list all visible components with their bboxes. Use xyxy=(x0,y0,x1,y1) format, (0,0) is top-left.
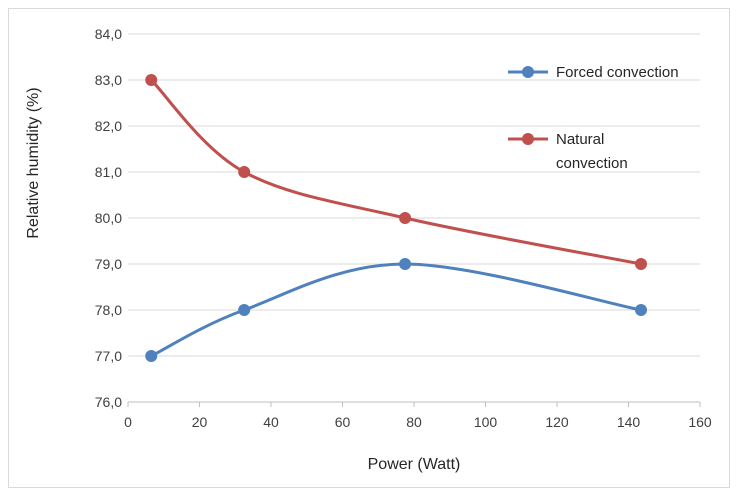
y-tick-label: 80,0 xyxy=(95,210,122,226)
y-tick-label: 84,0 xyxy=(95,26,122,42)
y-axis-ticks: 76,0 77,0 78,0 79,0 80,0 81,0 82,0 83,0 84,0 xyxy=(95,26,122,410)
y-tick-label: 77,0 xyxy=(95,348,122,364)
legend: Forced convection Natural convection xyxy=(508,64,679,172)
y-axis-label: Relative humidity (%) xyxy=(25,87,42,238)
chart-frame xyxy=(8,8,730,488)
legend-marker xyxy=(522,66,534,78)
x-tick-label: 120 xyxy=(545,414,569,430)
series-group xyxy=(145,74,648,362)
data-point xyxy=(635,304,648,316)
grid-lines xyxy=(128,33,700,403)
x-tick-label: 60 xyxy=(335,414,351,430)
series-line-0 xyxy=(150,262,642,358)
data-point xyxy=(145,74,158,86)
legend-label: convection xyxy=(556,155,628,172)
data-point xyxy=(635,258,648,270)
x-tick-label: 0 xyxy=(124,414,132,430)
legend-label: Natural xyxy=(556,131,604,148)
x-tick-label: 140 xyxy=(617,414,641,430)
x-tick-label: 20 xyxy=(192,414,208,430)
data-point xyxy=(238,166,251,178)
x-tick-label: 40 xyxy=(263,414,279,430)
x-tick-label: 160 xyxy=(688,414,712,430)
y-tick-label: 78,0 xyxy=(95,302,122,318)
data-point xyxy=(399,212,412,224)
data-point xyxy=(145,350,158,362)
series-line-1 xyxy=(150,78,642,266)
legend-marker xyxy=(522,133,534,145)
x-tick-label: 100 xyxy=(474,414,498,430)
x-axis-label: Power (Watt) xyxy=(368,456,461,473)
data-point xyxy=(399,258,412,270)
legend-label: Forced convection xyxy=(556,64,679,81)
data-point xyxy=(238,304,251,316)
y-tick-label: 81,0 xyxy=(95,164,122,180)
y-tick-label: 76,0 xyxy=(95,394,122,410)
y-tick-label: 82,0 xyxy=(95,118,122,134)
x-tick-label: 80 xyxy=(406,414,422,430)
x-axis-ticks: 0 20 40 60 80 100 120 140 160 xyxy=(124,402,712,430)
y-tick-label: 83,0 xyxy=(95,72,122,88)
y-tick-label: 79,0 xyxy=(95,256,122,272)
